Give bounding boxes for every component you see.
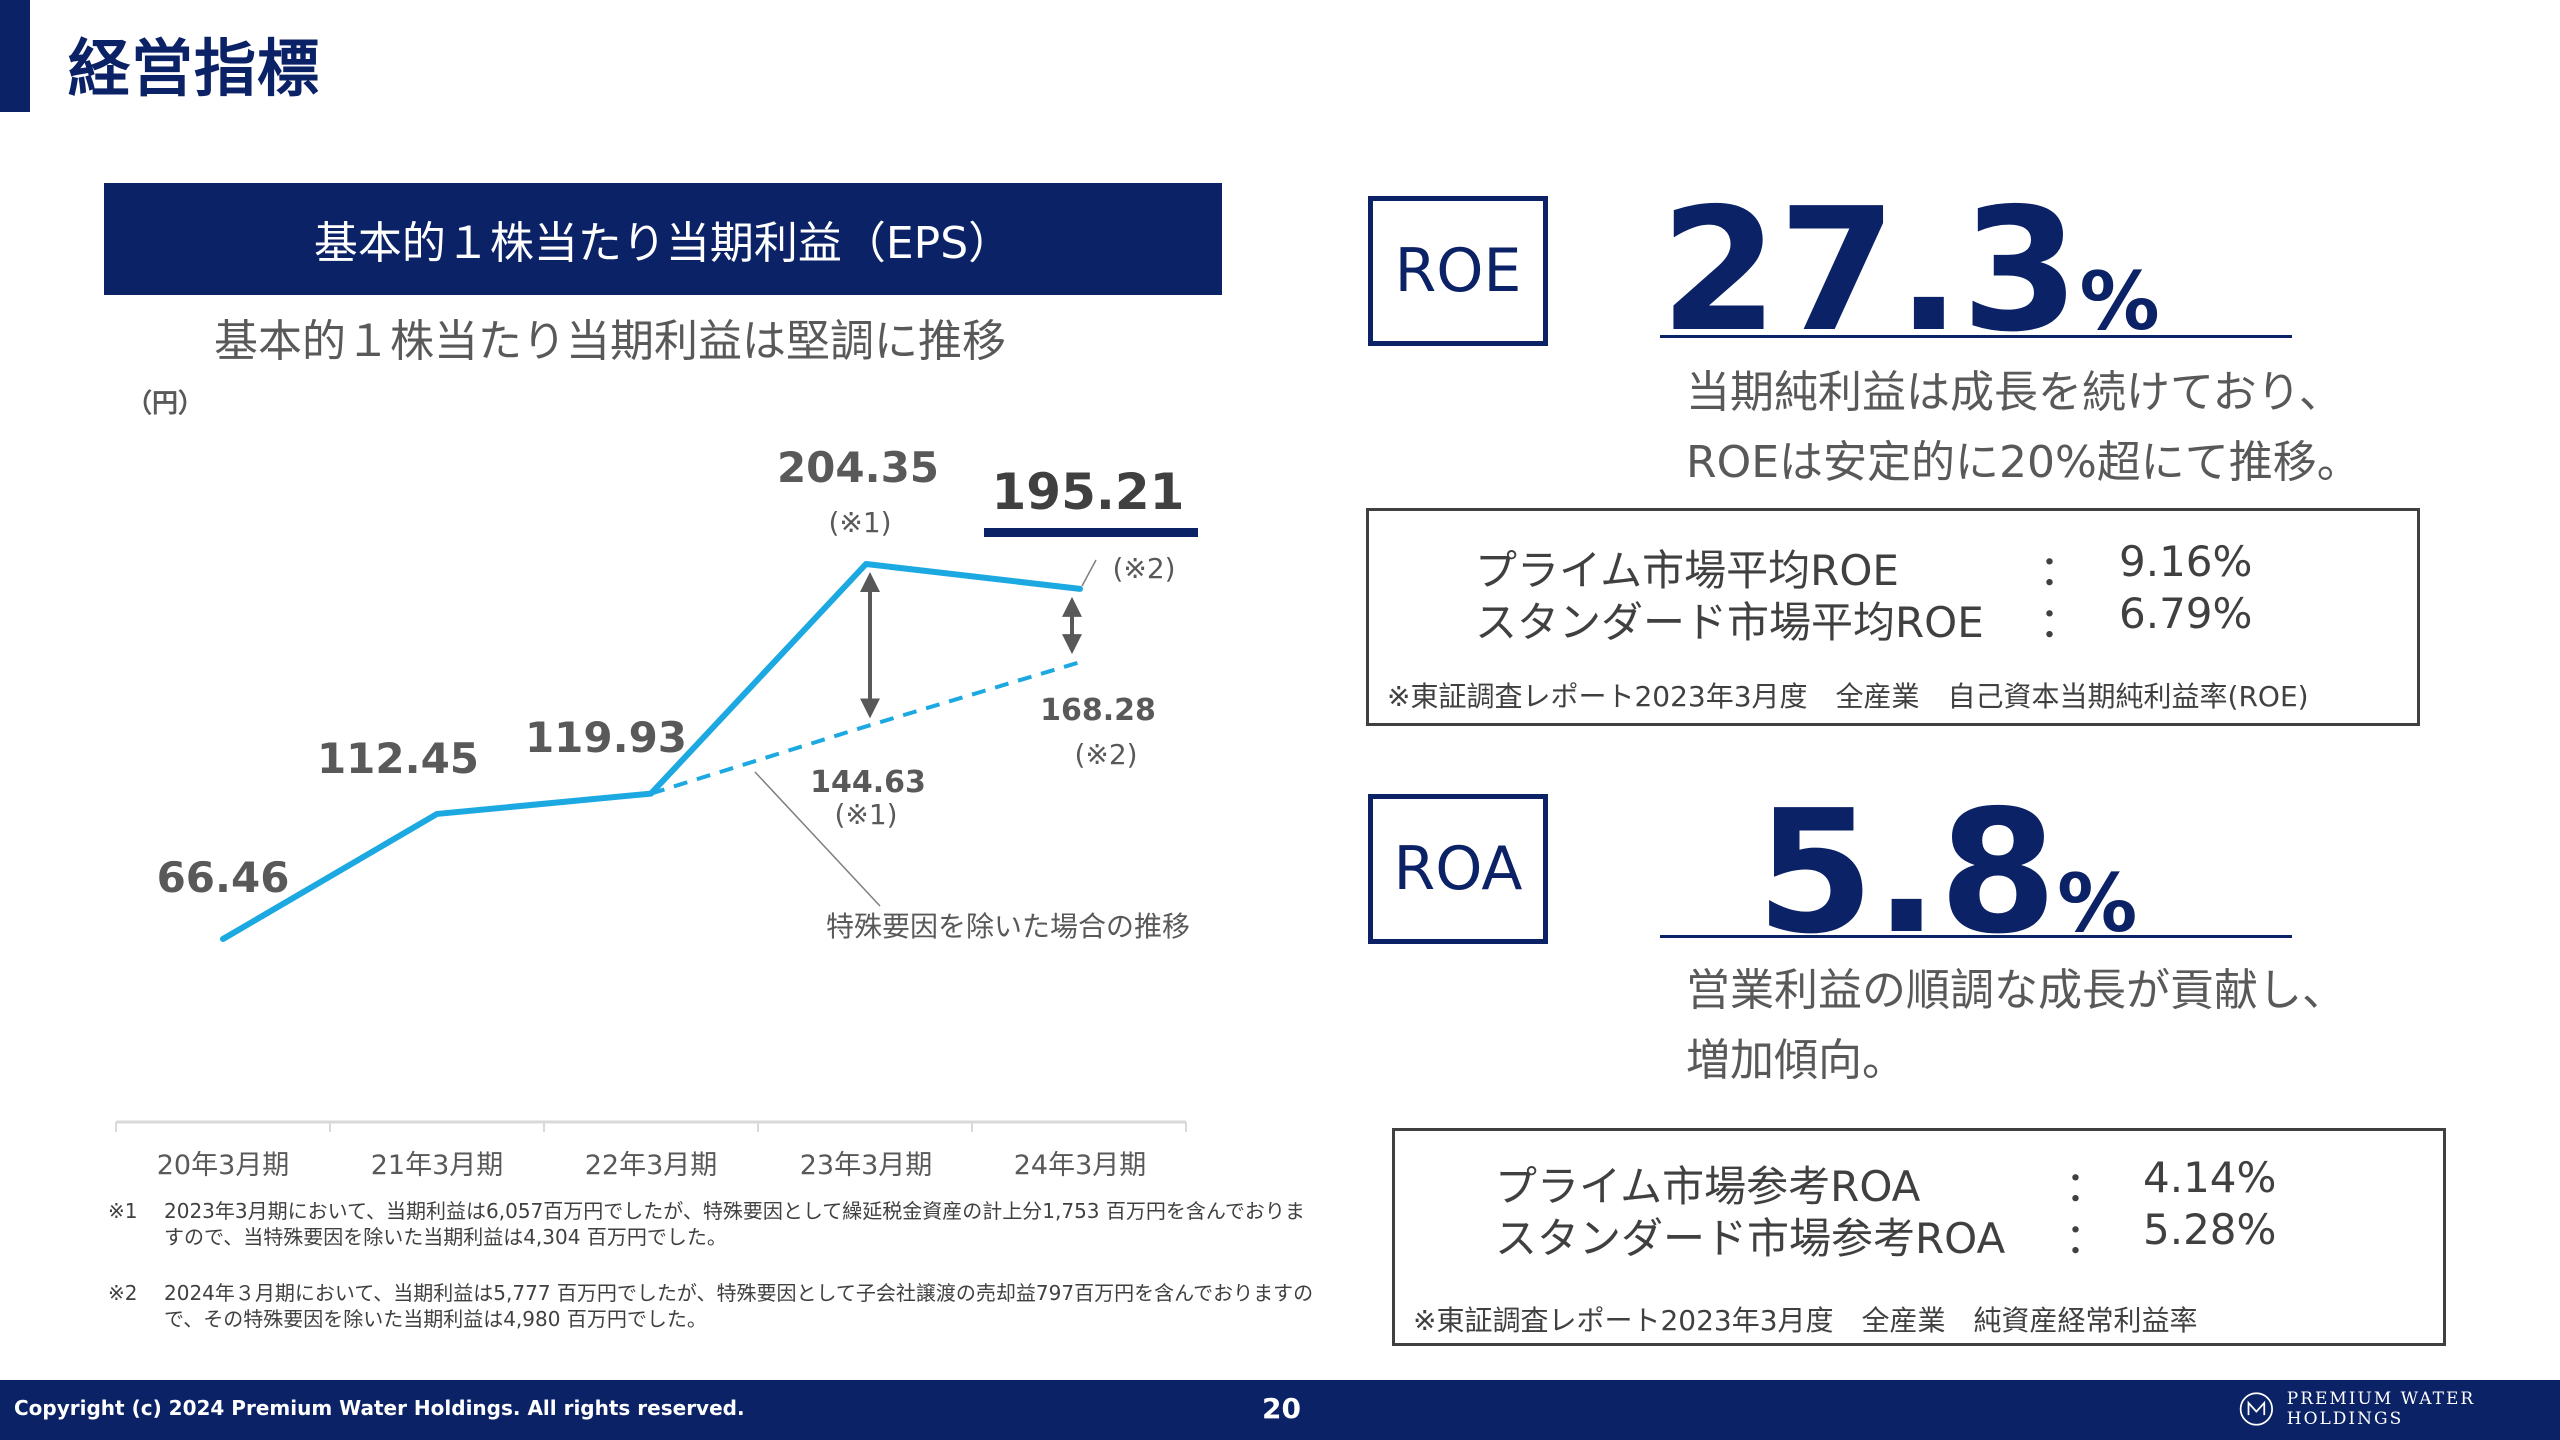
- note-marker-3: (※2): [1074, 738, 1137, 771]
- roa-ref-prime-colon: ：: [2065, 1162, 2108, 1211]
- x-tick-label-3: 23年3月期: [800, 1150, 933, 1181]
- title-accent-bar: [0, 0, 30, 112]
- data-label-6: 168.28: [1040, 693, 1156, 728]
- logo-emblem-icon: [2239, 1392, 2273, 1426]
- page-title: 経営指標: [68, 32, 321, 105]
- roe-value: 27.3: [1660, 172, 2080, 370]
- roe-value-group: 27.3%: [1660, 186, 2160, 356]
- roa-ref-standard-name: スタンダード市場参考ROA: [1495, 1214, 2006, 1263]
- adjusted-caption-leader: [754, 771, 881, 907]
- eps-line-chart: 20年3月期 21年3月期 22年3月期 23年3月期 24年3月期 66.46 112.4…: [115, 443, 1198, 1181]
- page-number: 20: [1262, 1392, 1301, 1425]
- roe-ref-prime-value: 9.16%: [2119, 537, 2253, 586]
- roa-ref-prime-value: 4.14%: [2143, 1153, 2277, 1202]
- footnote-1-text: 2023年3月期において、当期利益は6,057百万円でしたが、特殊要因として繰延…: [164, 1199, 1305, 1249]
- roe-reference-box: プライム市場平均ROE ： 9.16% スタンダード市場平均ROE ： 6.79…: [1366, 508, 2420, 726]
- roe-label-box: ROE: [1368, 196, 1548, 346]
- roa-reference-box: プライム市場参考ROA ： 4.14% スタンダード市場参考ROA ： 5.28…: [1392, 1128, 2446, 1346]
- footnote-2-text: 2024年３月期において、当期利益は5,777 百万円でしたが、特殊要因として子…: [164, 1281, 1314, 1331]
- adjusted-trend-caption: 特殊要因を除いた場合の推移: [826, 910, 1190, 943]
- roa-label: ROA: [1393, 834, 1523, 904]
- roa-description-line-1: 営業利益の順調な成長が貢献し、: [1686, 965, 2346, 1016]
- footnote-2: ※2 2024年３月期において、当期利益は5,777 百万円でしたが、特殊要因と…: [108, 1280, 1314, 1340]
- roe-rule: [1660, 335, 2292, 338]
- footnote-2-mark: ※2: [108, 1281, 138, 1305]
- roe-ref-note: ※東証調査レポート2023年3月度 全産業 自己資本当期純利益率(ROE): [1387, 680, 2309, 713]
- data-label-4: 195.21: [992, 463, 1185, 521]
- roe-description-line-1: 当期純利益は成長を続けており、: [1686, 367, 2343, 418]
- note-marker-2: (※1): [834, 798, 897, 831]
- roe-unit: %: [2079, 255, 2160, 348]
- data-label-2: 119.93: [525, 713, 687, 762]
- roe-label: ROE: [1394, 236, 1522, 306]
- roa-value-group: 5.8%: [1756, 788, 2137, 958]
- note-marker-0: (※1): [828, 506, 891, 539]
- eps-adjusted-series-line: [650, 660, 1081, 796]
- data-label-5: 144.63: [810, 765, 926, 800]
- roe-ref-standard-name: スタンダード市場平均ROE: [1475, 598, 1984, 647]
- roe-ref-standard-colon: ：: [2039, 598, 2082, 647]
- roa-ref-standard-value: 5.28%: [2143, 1205, 2277, 1254]
- data-label-1: 112.45: [317, 734, 479, 783]
- roa-ref-note: ※東証調査レポート2023年3月度 全産業 純資産経常利益率: [1413, 1304, 2198, 1337]
- data-label-3: 204.35: [777, 443, 939, 492]
- eps-unit-label: （円）: [126, 389, 205, 419]
- note2-leader: [1081, 559, 1097, 587]
- roe-ref-prime-name: プライム市場平均ROE: [1475, 546, 1899, 595]
- roa-description-line-2: 増加傾向。: [1686, 1035, 1906, 1086]
- copyright-text: Copyright (c) 2024 Premium Water Holding…: [14, 1396, 745, 1420]
- roa-description: 営業利益の順調な成長が貢献し、 増加傾向。: [1686, 956, 2346, 1096]
- roe-description: 当期純利益は成長を続けており、 ROEは安定的に20%超にて推移。: [1686, 358, 2361, 498]
- note-marker-1: (※2): [1112, 552, 1175, 585]
- roe-ref-prime-colon: ：: [2039, 546, 2082, 595]
- company-logo: PREMIUM WATER HOLDINGS: [2238, 1388, 2560, 1430]
- footnote-1: ※1 2023年3月期において、当期利益は6,057百万円でしたが、特殊要因とし…: [108, 1198, 1314, 1258]
- eps-subtitle: 基本的１株当たり当期利益は堅調に推移: [214, 316, 1006, 367]
- x-tick-label-4: 24年3月期: [1014, 1150, 1147, 1181]
- roa-ref-standard-colon: ：: [2065, 1214, 2108, 1263]
- eps-banner: 基本的１株当たり当期利益（EPS）: [104, 183, 1222, 295]
- roa-value: 5.8: [1756, 774, 2058, 972]
- logo-wordmark: PREMIUM WATER HOLDINGS: [2286, 1389, 2476, 1429]
- roe-ref-standard-value: 6.79%: [2119, 589, 2253, 638]
- data-label-0: 66.46: [157, 853, 290, 902]
- roa-rule: [1660, 935, 2292, 938]
- latest-value-underline: [984, 528, 1198, 537]
- roa-unit: %: [2057, 857, 2138, 950]
- x-tick-label-1: 21年3月期: [371, 1150, 504, 1181]
- footnote-1-mark: ※1: [108, 1199, 138, 1223]
- footer-bar: Copyright (c) 2024 Premium Water Holding…: [0, 1380, 2560, 1440]
- roa-ref-prime-name: プライム市場参考ROA: [1495, 1162, 1921, 1211]
- x-tick-label-2: 22年3月期: [585, 1150, 718, 1181]
- roa-label-box: ROA: [1368, 794, 1548, 944]
- x-tick-label-0: 20年3月期: [157, 1150, 290, 1181]
- roe-description-line-2: ROEは安定的に20%超にて推移。: [1686, 437, 2361, 488]
